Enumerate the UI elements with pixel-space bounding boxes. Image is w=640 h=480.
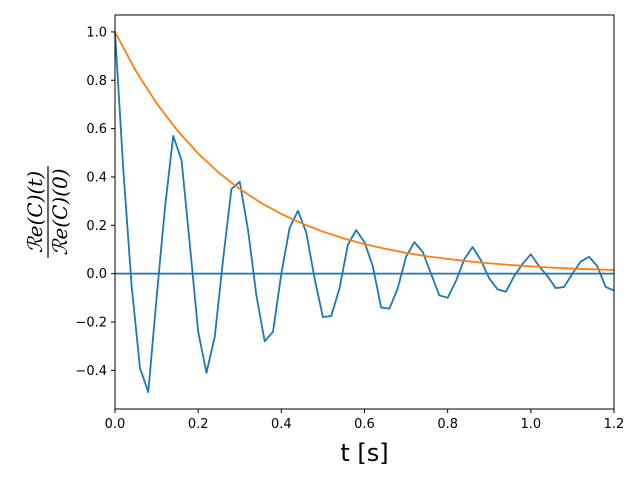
x-tick-label: 0.0: [105, 417, 126, 432]
y-tick-label: 0.6: [86, 122, 107, 137]
x-tick-label: 0.6: [354, 417, 375, 432]
x-tick-label: 0.4: [271, 417, 292, 432]
series-line-3: [114, 31, 615, 271]
y-tick-label: −0.4: [75, 364, 107, 379]
series-layer: [114, 31, 615, 393]
y-tick-label: 0.8: [86, 74, 107, 89]
x-tick-label: 0.8: [437, 417, 458, 432]
y-axis-label: ℛe(C)(t) ℛe(C)(0): [23, 166, 72, 258]
x-tick-label: 1.2: [604, 417, 625, 432]
y-tick-label: −0.2: [75, 315, 107, 330]
y-axis-ticks: −0.4 −0.2 0.0 0.2 0.4 0.6 0.8 1.0: [75, 25, 115, 379]
y-axis-label-denominator: ℛe(C)(0): [48, 168, 72, 255]
series-line-1: [114, 31, 615, 393]
y-tick-label: 0.2: [86, 219, 107, 234]
y-axis-label-numerator: ℛe(C)(t): [23, 171, 47, 253]
y-tick-label: 0.4: [86, 170, 107, 185]
x-tick-label: 1.0: [520, 417, 541, 432]
plot-area: [115, 15, 614, 409]
x-tick-label: 0.2: [188, 417, 209, 432]
y-tick-label: 0.0: [86, 267, 107, 282]
y-tick-label: 1.0: [86, 25, 107, 40]
x-axis-ticks: 0.0 0.2 0.4 0.6 0.8 1.0 1.2: [105, 409, 625, 432]
x-axis-label: t [s]: [340, 439, 388, 467]
